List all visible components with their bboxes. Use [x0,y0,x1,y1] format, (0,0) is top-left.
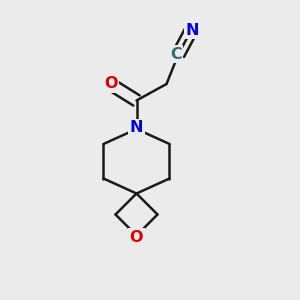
Text: N: N [130,120,143,135]
Text: N: N [185,23,199,38]
Text: O: O [104,76,118,92]
Text: O: O [130,230,143,244]
Text: C: C [170,46,182,62]
